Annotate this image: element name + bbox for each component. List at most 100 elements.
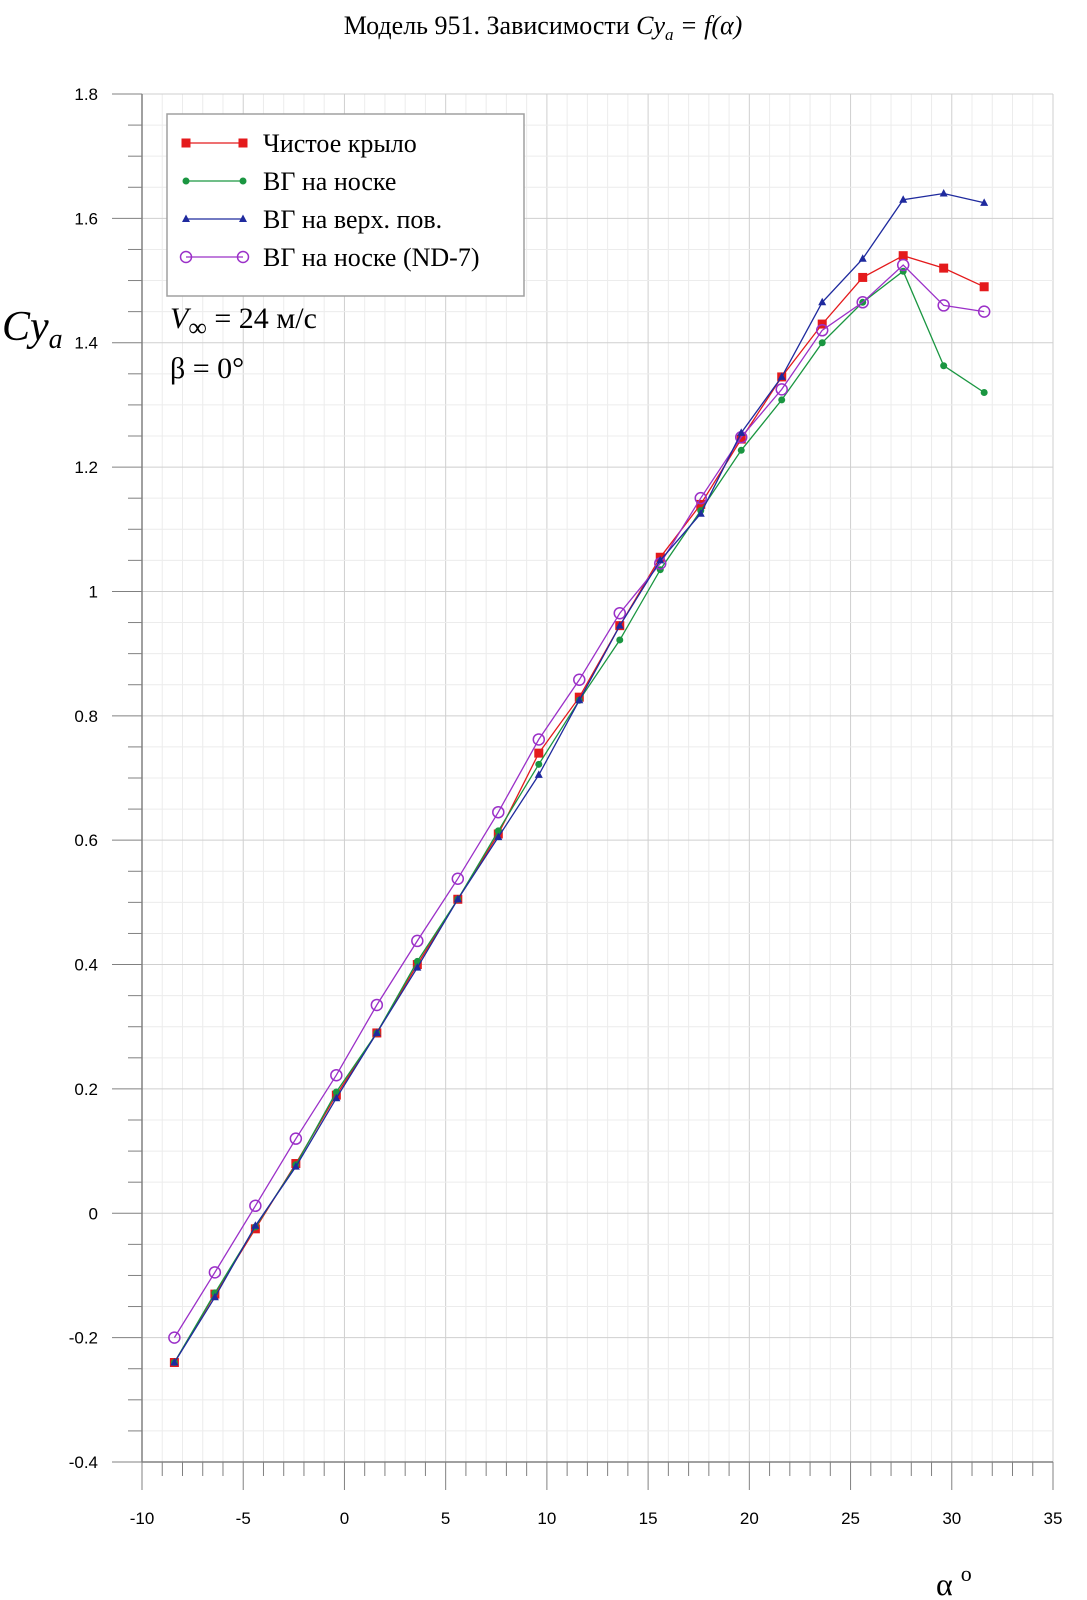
x-tick-label: 20 — [740, 1509, 759, 1528]
data-point — [492, 805, 505, 819]
y-tick-label: -0.4 — [69, 1453, 98, 1472]
data-point — [451, 872, 465, 885]
data-point — [899, 195, 908, 203]
data-point — [737, 446, 745, 454]
data-point — [411, 934, 424, 948]
legend-marker — [182, 177, 190, 185]
data-point — [616, 636, 624, 644]
legend-label: Чистое крыло — [263, 129, 417, 158]
legend-marker — [238, 138, 248, 148]
data-point — [613, 606, 627, 620]
data-point — [249, 1199, 262, 1213]
data-point — [818, 339, 826, 347]
grid — [141, 93, 1054, 1463]
series-4 — [168, 258, 991, 1344]
data-point — [858, 272, 868, 282]
series-line — [173, 270, 985, 1363]
velocity-symbol: V — [170, 302, 192, 335]
legend: Чистое крыло ВГ на носке ВГ на верх. пов. В… — [166, 113, 525, 297]
data-point — [413, 957, 421, 965]
data-point — [940, 362, 948, 370]
data-point — [818, 297, 827, 306]
y-tick-label: -0.2 — [69, 1329, 98, 1348]
y-tick-label: 1.8 — [74, 85, 98, 104]
data-point — [856, 296, 869, 309]
data-point — [980, 198, 989, 206]
legend-entry: Чистое крыло — [181, 129, 417, 158]
y-tick-label: 0.8 — [74, 707, 98, 726]
legend-marker — [182, 214, 190, 222]
y-tick-label: 1.2 — [74, 458, 98, 477]
data-point — [291, 1162, 300, 1170]
data-point — [939, 188, 948, 197]
series-layer — [168, 188, 991, 1368]
data-point — [937, 299, 950, 312]
legend-entry: ВГ на носке — [182, 167, 396, 196]
data-point — [535, 760, 543, 768]
data-point — [332, 1088, 340, 1096]
data-point — [656, 555, 665, 564]
legend-entry: ВГ на носке (ND-7) — [179, 243, 479, 272]
data-point — [777, 372, 786, 380]
data-point — [330, 1068, 343, 1082]
data-point — [977, 305, 991, 318]
legend-label: ВГ на носке (ND-7) — [263, 243, 479, 272]
data-point — [168, 1331, 181, 1344]
legend-box — [166, 113, 525, 297]
data-point — [210, 1292, 219, 1301]
chart-title-suffix: = f(α) — [674, 11, 743, 40]
velocity-annotation: V∞ = 24 м/с — [170, 302, 317, 342]
chart-title: Модель 951. Зависимости Cya = f(α) — [344, 11, 743, 44]
velocity-value: = 24 м/с — [207, 302, 317, 335]
data-point — [979, 282, 989, 292]
legend-entries: Чистое крыло ВГ на носке ВГ на верх. пов. В… — [179, 129, 479, 272]
data-point — [737, 428, 746, 436]
tick-labels: -0.4 -0.2 0 0.2 0.4 0.6 0.8 1 1.2 1.4 1.6 1.8 -10 -5 0… — [69, 85, 1063, 1528]
x-tick-label: 10 — [537, 1509, 556, 1528]
data-point — [370, 998, 384, 1012]
y-axis-label-sub: a — [49, 324, 63, 355]
x-tick-label: -10 — [130, 1509, 155, 1528]
legend-marker — [181, 138, 191, 148]
data-point — [575, 695, 584, 704]
x-tick-label: 25 — [841, 1509, 860, 1528]
data-point — [696, 509, 705, 517]
x-tick-label: 5 — [441, 1509, 450, 1528]
velocity-subscript: ∞ — [188, 313, 207, 342]
legend-marker — [179, 250, 193, 264]
chart-title-prefix: Модель 951. Зависимости — [344, 11, 636, 40]
x-axis-label-var: α — [936, 1566, 953, 1600]
x-tick-label: 35 — [1044, 1509, 1063, 1528]
data-point — [494, 827, 502, 835]
data-point — [532, 733, 546, 746]
series-3 — [170, 188, 989, 1366]
y-tick-label: 0.4 — [74, 956, 98, 975]
data-point — [413, 963, 422, 971]
legend-label: ВГ на верх. пов. — [263, 205, 442, 234]
data-point — [453, 894, 462, 903]
y-tick-label: 0.6 — [74, 831, 98, 850]
x-tick-label: 15 — [639, 1509, 658, 1528]
data-point — [208, 1266, 222, 1279]
data-point — [372, 1028, 381, 1036]
series-2 — [170, 267, 988, 1367]
axes — [112, 93, 1054, 1490]
data-point — [170, 1358, 179, 1366]
data-point — [494, 832, 503, 841]
chart-title-var: Cy — [636, 11, 665, 40]
data-point — [573, 673, 586, 687]
y-axis-label: Cya — [2, 304, 63, 355]
data-point — [332, 1093, 341, 1102]
legend-entry: ВГ на верх. пов. — [182, 205, 442, 234]
y-axis-label-var: Cy — [2, 304, 49, 350]
data-point — [858, 254, 867, 262]
data-point — [534, 748, 544, 758]
x-tick-label: 0 — [340, 1509, 349, 1528]
chart-title-sub: a — [665, 25, 674, 44]
data-point — [896, 258, 910, 272]
data-point — [736, 434, 746, 444]
data-point — [289, 1132, 303, 1145]
data-point — [815, 324, 829, 337]
